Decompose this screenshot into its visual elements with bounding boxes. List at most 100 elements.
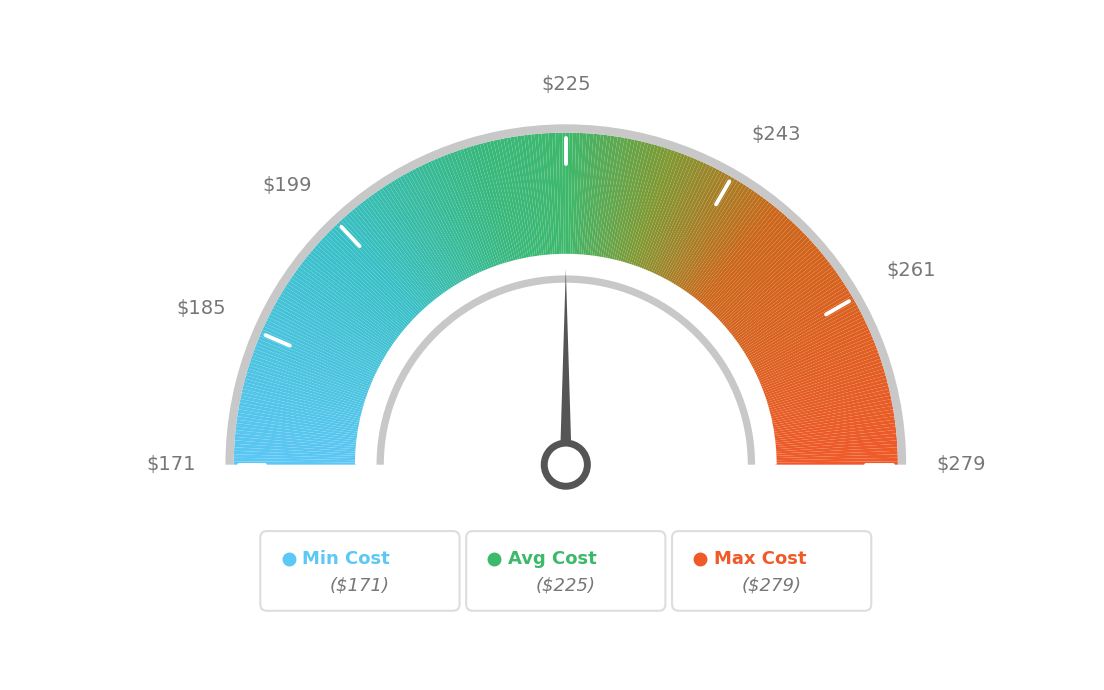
- Text: $243: $243: [751, 125, 800, 144]
- Wedge shape: [315, 245, 408, 328]
- Wedge shape: [270, 310, 381, 370]
- Wedge shape: [752, 314, 863, 372]
- Wedge shape: [633, 150, 675, 267]
- FancyBboxPatch shape: [466, 531, 666, 611]
- Wedge shape: [769, 392, 891, 421]
- Wedge shape: [255, 346, 371, 392]
- Wedge shape: [655, 164, 710, 276]
- Wedge shape: [746, 295, 853, 360]
- Wedge shape: [704, 215, 788, 309]
- Wedge shape: [331, 228, 420, 317]
- Wedge shape: [555, 132, 562, 255]
- Wedge shape: [659, 167, 716, 278]
- Wedge shape: [745, 293, 851, 358]
- Wedge shape: [774, 437, 896, 449]
- Wedge shape: [236, 423, 359, 441]
- Wedge shape: [594, 136, 614, 258]
- Wedge shape: [500, 139, 527, 259]
- Wedge shape: [477, 144, 511, 263]
- Wedge shape: [775, 461, 898, 464]
- Wedge shape: [764, 359, 882, 400]
- Wedge shape: [265, 320, 378, 375]
- Wedge shape: [394, 179, 459, 286]
- Wedge shape: [497, 139, 524, 260]
- Wedge shape: [731, 261, 830, 338]
- Wedge shape: [576, 133, 586, 256]
- Circle shape: [544, 443, 587, 486]
- Wedge shape: [354, 206, 434, 304]
- Wedge shape: [450, 152, 495, 268]
- Wedge shape: [737, 275, 840, 347]
- Wedge shape: [234, 454, 357, 460]
- Wedge shape: [454, 151, 497, 268]
- Wedge shape: [701, 211, 783, 306]
- Wedge shape: [683, 190, 755, 293]
- Wedge shape: [376, 190, 448, 293]
- Wedge shape: [244, 379, 363, 413]
- Wedge shape: [406, 172, 467, 282]
- Wedge shape: [618, 143, 651, 263]
- Wedge shape: [329, 230, 418, 318]
- Wedge shape: [774, 440, 898, 451]
- Polygon shape: [560, 268, 572, 464]
- Wedge shape: [418, 166, 475, 277]
- Wedge shape: [460, 149, 501, 266]
- Wedge shape: [772, 402, 893, 428]
- Wedge shape: [630, 149, 671, 266]
- Text: $279: $279: [936, 455, 986, 474]
- Wedge shape: [267, 317, 379, 373]
- Wedge shape: [728, 253, 824, 333]
- Wedge shape: [304, 259, 402, 337]
- Wedge shape: [256, 342, 371, 390]
- Wedge shape: [357, 204, 436, 302]
- Wedge shape: [607, 139, 635, 260]
- Wedge shape: [238, 406, 360, 430]
- Wedge shape: [263, 326, 375, 380]
- Wedge shape: [628, 148, 668, 266]
- Wedge shape: [651, 161, 704, 275]
- Text: $171: $171: [146, 455, 195, 474]
- Wedge shape: [757, 333, 872, 384]
- Wedge shape: [741, 284, 846, 353]
- Wedge shape: [732, 264, 832, 340]
- Wedge shape: [280, 293, 386, 358]
- Wedge shape: [755, 324, 868, 377]
- Wedge shape: [773, 420, 895, 438]
- Text: $261: $261: [887, 261, 936, 279]
- Wedge shape: [376, 275, 755, 464]
- Wedge shape: [480, 143, 513, 263]
- Wedge shape: [493, 140, 522, 261]
- Wedge shape: [321, 237, 413, 323]
- Wedge shape: [744, 290, 850, 356]
- Text: $185: $185: [177, 299, 226, 318]
- Wedge shape: [669, 175, 732, 284]
- Wedge shape: [254, 349, 370, 394]
- Wedge shape: [702, 213, 785, 308]
- Wedge shape: [388, 182, 456, 288]
- Wedge shape: [635, 151, 678, 268]
- Wedge shape: [769, 389, 890, 419]
- Wedge shape: [763, 355, 881, 398]
- Wedge shape: [583, 134, 597, 257]
- Wedge shape: [531, 134, 546, 257]
- Wedge shape: [510, 137, 533, 258]
- Wedge shape: [762, 349, 878, 394]
- Wedge shape: [549, 133, 558, 256]
- Wedge shape: [687, 194, 761, 295]
- Wedge shape: [235, 433, 358, 447]
- Wedge shape: [652, 163, 708, 275]
- Wedge shape: [715, 233, 806, 320]
- Wedge shape: [699, 209, 781, 305]
- Wedge shape: [268, 314, 380, 372]
- Wedge shape: [665, 172, 725, 282]
- Wedge shape: [740, 281, 845, 351]
- Wedge shape: [708, 220, 793, 312]
- Wedge shape: [295, 270, 396, 344]
- Wedge shape: [773, 416, 894, 436]
- Wedge shape: [572, 132, 580, 256]
- Wedge shape: [294, 273, 395, 345]
- Wedge shape: [763, 352, 880, 396]
- Wedge shape: [766, 368, 884, 406]
- Wedge shape: [242, 389, 362, 419]
- Wedge shape: [705, 218, 790, 310]
